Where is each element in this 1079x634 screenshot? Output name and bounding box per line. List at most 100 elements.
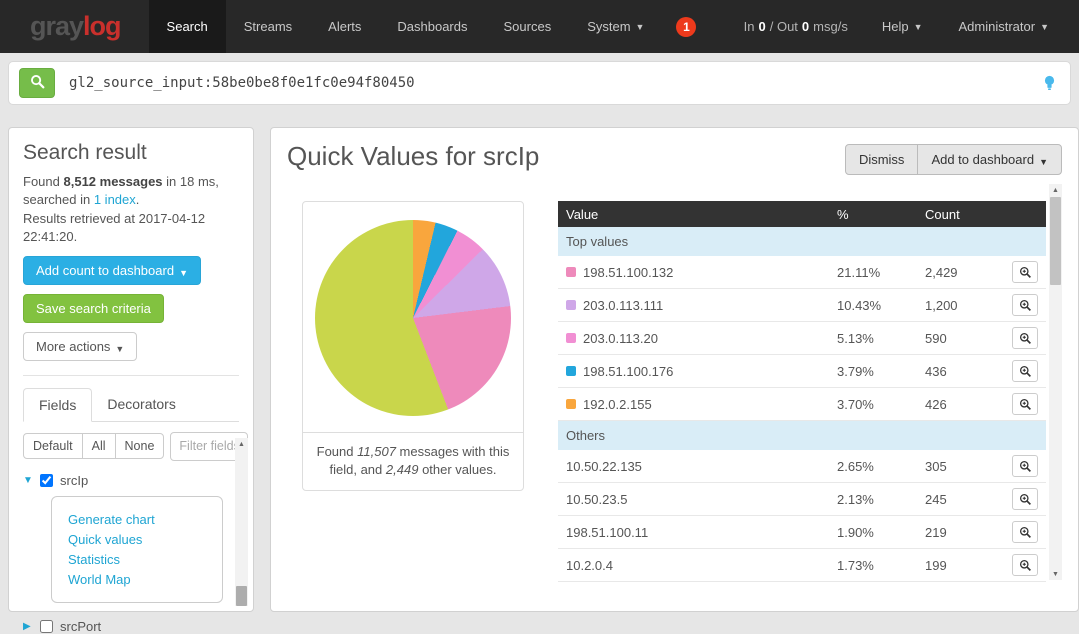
table-row: 10.50.22.135 2.65% 305 — [558, 450, 1046, 483]
search-summary: Found 8,512 messages in 18 ms, searched … — [23, 174, 219, 245]
table-row: 203.0.113.111 10.43% 1,200 — [558, 289, 1046, 322]
series-color-swatch — [566, 300, 576, 310]
search-plus-button[interactable] — [1012, 521, 1038, 543]
row-percent: 5.13% — [837, 330, 874, 346]
search-plus-button[interactable] — [1012, 261, 1038, 283]
search-submit-button[interactable] — [19, 68, 55, 98]
add-count-to-dashboard-button[interactable]: Add count to dashboard ▼ — [23, 255, 201, 285]
series-color-swatch — [566, 267, 576, 277]
nav-item-streams[interactable]: Streams — [243, 19, 293, 34]
col-count: Count — [925, 206, 960, 222]
scrollbar-thumb[interactable] — [236, 586, 247, 606]
lightbulb-icon[interactable] — [1034, 75, 1064, 92]
row-value: 10.2.0.4 — [566, 557, 613, 573]
table-row: 192.0.2.155 3.70% 426 — [558, 388, 1046, 421]
field-label: srcPort — [60, 618, 102, 634]
search-plus-button[interactable] — [1012, 488, 1038, 510]
chevron-down-icon: ▼ — [913, 22, 923, 32]
search-plus-button[interactable] — [1012, 294, 1038, 316]
quick-values-panel: Quick Values for srcIp Dismiss Add to da… — [270, 127, 1079, 612]
more-actions-button[interactable]: More actions ▼ — [23, 331, 138, 361]
row-count: 1,200 — [925, 297, 958, 313]
notification-badge[interactable]: 1 — [676, 16, 697, 37]
fields-scrollbar[interactable]: ▲ — [235, 438, 248, 606]
nav-item-system[interactable]: System ▼ — [587, 19, 645, 34]
srcport-checkbox[interactable] — [40, 619, 53, 633]
srcip-pie-chart — [315, 220, 511, 416]
row-count: 305 — [925, 458, 947, 474]
table-row: 198.51.100.176 3.79% 436 — [558, 355, 1046, 388]
index-link[interactable]: 1 index — [93, 192, 136, 208]
tab-decorators[interactable]: Decorators — [107, 395, 176, 412]
row-value: 198.51.100.176 — [583, 363, 674, 379]
nav-item-help[interactable]: Help ▼ — [881, 19, 923, 34]
row-value: 10.50.22.135 — [566, 458, 642, 474]
search-plus-button[interactable] — [1012, 455, 1038, 477]
row-value: 10.50.23.5 — [566, 491, 628, 507]
brand-gray: gray — [30, 11, 84, 41]
nav-item-sources[interactable]: Sources — [503, 19, 552, 34]
message-count: 8,512 messages — [63, 174, 163, 189]
caret-collapsed-icon[interactable]: ▶ — [23, 620, 31, 632]
throughput-indicator: In 0 / Out 0 msg/s — [743, 19, 848, 34]
row-percent: 2.13% — [837, 491, 874, 507]
row-value: 203.0.113.111 — [583, 297, 664, 313]
add-to-dashboard-button[interactable]: Add to dashboard ▼ — [917, 144, 1062, 175]
scroll-up-icon[interactable]: ▲ — [238, 440, 245, 448]
generate-chart-link[interactable]: Generate chart — [68, 511, 155, 527]
field-row-srcport: ▶ srcPort — [23, 619, 239, 634]
world-map-link[interactable]: World Map — [68, 571, 131, 587]
table-scrollbar[interactable]: ▲ ▼ — [1049, 184, 1062, 580]
nav-item-user-menu[interactable]: Administrator ▼ — [958, 19, 1050, 34]
row-percent: 3.70% — [837, 396, 874, 412]
field-list-toolbar: Default All None — [23, 431, 249, 461]
table-row: 10.2.0.4 1.73% 199 — [558, 549, 1046, 582]
srcip-checkbox[interactable] — [40, 473, 53, 487]
chevron-down-icon: ▼ — [1039, 157, 1048, 167]
series-color-swatch — [566, 366, 576, 376]
quick-values-table: Value % Count Top values 198.51.100.132 … — [558, 201, 1046, 582]
tab-fields[interactable]: Fields — [23, 387, 93, 422]
caret-expanded-icon[interactable]: ▼ — [23, 474, 33, 486]
nav-item-dashboards[interactable]: Dashboards — [397, 19, 468, 34]
row-value: 198.51.100.11 — [566, 524, 649, 540]
search-plus-button[interactable] — [1012, 360, 1038, 382]
row-percent: 1.73% — [837, 557, 874, 573]
save-search-criteria-button[interactable]: Save search criteria — [23, 293, 164, 323]
fields-none-button[interactable]: None — [114, 433, 165, 460]
search-icon — [30, 74, 45, 92]
row-percent: 3.79% — [837, 363, 874, 379]
search-plus-button[interactable] — [1012, 393, 1038, 415]
row-count: 199 — [925, 557, 947, 573]
nav-item-search[interactable]: Search — [148, 0, 226, 53]
panel-actions: Dismiss Add to dashboard ▼ — [844, 144, 1062, 175]
row-value: 198.51.100.132 — [583, 264, 674, 280]
series-color-swatch — [566, 333, 576, 343]
sidebar-tabs: Fields Decorators — [23, 387, 239, 422]
brand-log: log — [83, 11, 121, 41]
row-percent: 10.43% — [837, 297, 882, 313]
scroll-down-icon[interactable]: ▼ — [1052, 570, 1059, 578]
quick-values-link[interactable]: Quick values — [68, 531, 143, 547]
row-count: 2,429 — [925, 264, 958, 280]
retrieved-timestamp: Results retrieved at 2017-04-12 22:41:20… — [23, 210, 206, 245]
scroll-up-icon[interactable]: ▲ — [1052, 186, 1059, 194]
row-count: 426 — [925, 396, 947, 412]
table-row: 198.51.100.132 21.11% 2,429 — [558, 256, 1046, 289]
table-row: 10.50.23.5 2.13% 245 — [558, 483, 1046, 516]
series-color-swatch — [566, 399, 576, 409]
field-label: srcIp — [60, 472, 89, 488]
scrollbar-thumb[interactable] — [1050, 197, 1061, 285]
search-result-sidebar: Search result Found 8,512 messages in 18… — [8, 127, 254, 634]
search-query-input[interactable] — [69, 75, 1034, 91]
search-plus-button[interactable] — [1012, 327, 1038, 349]
total-messages: 11,507 — [357, 444, 396, 459]
fields-default-button[interactable]: Default — [23, 433, 83, 460]
dismiss-button[interactable]: Dismiss — [844, 144, 919, 175]
graylog-logo[interactable]: gray log — [0, 0, 149, 53]
fields-all-button[interactable]: All — [81, 433, 116, 460]
row-percent: 21.11% — [837, 264, 881, 280]
search-plus-button[interactable] — [1012, 554, 1038, 576]
statistics-link[interactable]: Statistics — [68, 551, 121, 567]
nav-item-alerts[interactable]: Alerts — [328, 19, 362, 34]
